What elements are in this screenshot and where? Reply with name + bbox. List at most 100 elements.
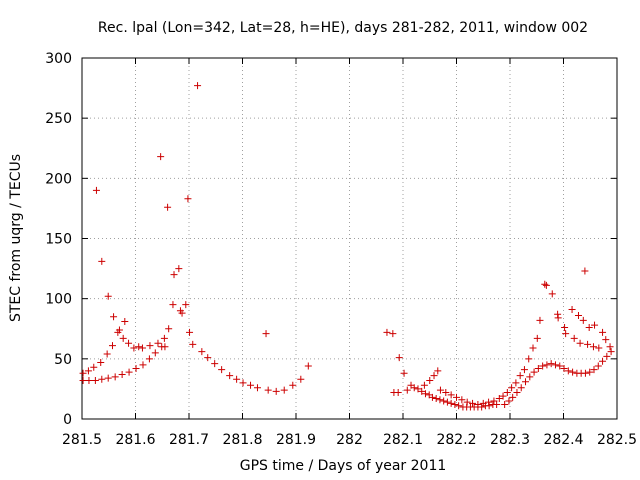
data-point <box>111 373 119 381</box>
data-point <box>590 366 598 374</box>
x-tick-label: 282 <box>336 432 363 448</box>
data-point <box>253 384 261 392</box>
data-point <box>104 292 112 300</box>
data-point <box>520 366 528 374</box>
data-point <box>562 330 570 338</box>
data-point <box>389 330 397 338</box>
data-point <box>138 344 146 352</box>
data-point <box>434 367 442 375</box>
data-point <box>178 309 186 317</box>
data-point <box>104 374 112 382</box>
data-point <box>560 364 568 372</box>
x-tick-label: 281.9 <box>276 432 316 448</box>
data-point <box>139 361 147 369</box>
data-point <box>490 397 498 405</box>
data-point <box>157 153 165 161</box>
data-point <box>165 325 173 333</box>
data-point <box>182 301 190 309</box>
data-point <box>160 334 168 342</box>
data-point <box>479 399 487 407</box>
data-point <box>493 401 501 409</box>
data-point <box>394 389 402 397</box>
data-point <box>501 401 509 409</box>
data-point <box>436 386 444 394</box>
x-tick-label: 281.7 <box>169 432 209 448</box>
grid <box>82 58 617 419</box>
data-point <box>455 402 463 410</box>
data-point <box>581 267 589 275</box>
data-point <box>581 369 589 377</box>
data-point <box>447 391 455 399</box>
data-point <box>420 381 428 389</box>
data-point <box>400 369 408 377</box>
data-point <box>599 328 607 336</box>
data-point <box>579 316 587 324</box>
data-point <box>204 354 212 362</box>
data-point <box>395 354 403 362</box>
data-point <box>595 344 603 352</box>
data-point <box>591 321 599 329</box>
data-point <box>198 348 206 356</box>
data-point <box>145 355 153 363</box>
x-tick-label: 281.8 <box>222 432 262 448</box>
data-point <box>529 344 537 352</box>
data-point <box>189 340 197 348</box>
axis-ticks <box>81 57 618 420</box>
data-point <box>125 368 133 376</box>
data-point <box>154 339 162 347</box>
data-point <box>556 362 564 370</box>
data-point <box>289 381 297 389</box>
data-point <box>239 379 247 387</box>
data-point <box>525 355 533 363</box>
data-point <box>512 379 520 387</box>
data-point <box>548 290 556 298</box>
chart-title: Rec. lpal (Lon=342, Lat=28, h=HE), days … <box>98 20 588 36</box>
data-point <box>164 203 172 211</box>
data-point <box>543 361 551 369</box>
data-point <box>513 389 521 397</box>
data-markers <box>79 82 615 411</box>
data-point <box>442 389 450 397</box>
y-tick-label: 150 <box>45 232 72 248</box>
data-point <box>103 350 111 358</box>
data-point <box>554 314 562 322</box>
data-point <box>547 360 555 368</box>
data-point <box>170 271 178 279</box>
data-point <box>539 362 547 370</box>
data-point <box>194 82 202 90</box>
data-point <box>161 343 169 351</box>
data-point <box>526 373 534 381</box>
y-tick-label: 300 <box>45 51 72 67</box>
data-point <box>184 195 192 203</box>
data-point <box>91 376 99 384</box>
data-point <box>474 401 482 409</box>
data-point <box>218 366 226 374</box>
data-point <box>436 396 444 404</box>
data-point <box>186 328 194 336</box>
data-point <box>603 352 611 360</box>
data-point <box>599 357 607 365</box>
data-point <box>85 376 93 384</box>
data-point <box>146 342 154 350</box>
data-point <box>485 402 493 410</box>
data-point <box>574 312 582 320</box>
data-point <box>485 398 493 406</box>
x-tick-label: 282.5 <box>597 432 637 448</box>
data-point <box>606 343 614 351</box>
data-point <box>90 363 98 371</box>
data-point <box>135 343 143 351</box>
data-point <box>585 324 593 332</box>
data-point <box>570 334 578 342</box>
data-point <box>536 316 544 324</box>
y-tick-label: 0 <box>63 412 72 428</box>
data-point <box>463 398 471 406</box>
data-point <box>568 305 576 313</box>
data-point <box>589 343 597 351</box>
data-point <box>98 257 106 265</box>
data-point <box>414 385 422 393</box>
data-point <box>121 318 129 326</box>
data-point <box>447 399 455 407</box>
data-point <box>432 395 440 403</box>
data-point <box>280 386 288 394</box>
x-tick-label: 282.2 <box>436 432 476 448</box>
